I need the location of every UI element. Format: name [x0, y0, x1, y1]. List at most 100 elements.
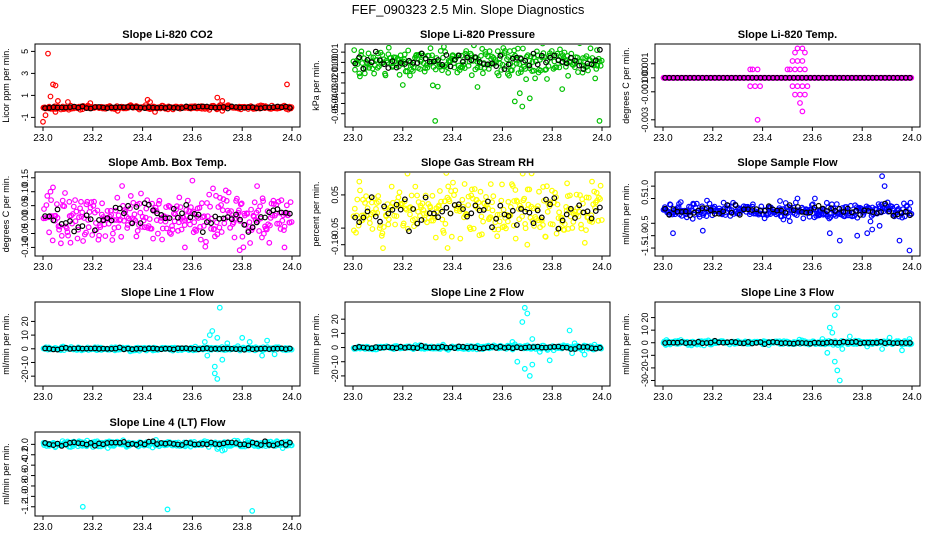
data-point: [412, 183, 419, 190]
data-point: [177, 204, 184, 211]
x-tick-label: 23.2: [703, 262, 723, 273]
data-point: [108, 212, 115, 218]
data-point-reference: [414, 60, 421, 66]
data-point-outlier: [529, 336, 536, 342]
y-tick-label: -0.10: [20, 237, 30, 258]
y-tick-label: -1.0: [640, 228, 650, 244]
data-point: [442, 49, 449, 55]
data-point: [395, 194, 402, 201]
data-point: [421, 68, 428, 75]
data-point-reference: [472, 54, 479, 61]
data-point: [59, 197, 66, 204]
data-point: [478, 213, 485, 220]
y-tick-label: 0.05: [20, 197, 30, 215]
data-point: [490, 193, 497, 200]
data-point: [154, 230, 161, 237]
data-point: [263, 226, 270, 233]
y-tick-label: -1.2: [20, 499, 30, 515]
data-point-reference: [91, 227, 98, 234]
data-point: [206, 191, 213, 198]
data-point: [451, 192, 457, 199]
data-point: [579, 69, 586, 76]
data-point: [246, 219, 253, 226]
data-point-reference: [237, 216, 244, 223]
data-point: [477, 188, 484, 195]
data-point: [99, 200, 105, 207]
data-point-outlier: [526, 95, 533, 102]
y-tick-label: -0.05: [20, 223, 30, 244]
data-point-outlier: [752, 83, 758, 90]
data-point-reference: [555, 225, 562, 232]
x-tick-label: 23.4: [443, 133, 463, 144]
data-point: [187, 204, 194, 211]
data-point: [421, 210, 427, 217]
data-point-reference: [179, 442, 185, 448]
data-point: [132, 217, 139, 224]
data-point: [48, 197, 54, 204]
data-point-reference: [464, 213, 471, 220]
data-point: [400, 220, 407, 227]
data-point: [583, 53, 590, 59]
data-point: [62, 190, 68, 196]
data-point-reference: [414, 220, 421, 227]
data-point: [446, 198, 453, 205]
data-point: [361, 70, 368, 77]
data-point-reference: [761, 207, 768, 214]
y-tick-label: -0.10: [330, 234, 340, 255]
y-tick-label: 0.10: [20, 183, 30, 201]
data-point-outlier: [797, 66, 803, 73]
data-point-reference: [249, 224, 256, 231]
data-point-reference: [815, 202, 822, 209]
data-point-reference: [183, 201, 190, 208]
data-point-reference: [563, 211, 570, 218]
data-point-reference: [786, 202, 793, 209]
data-point-reference: [137, 220, 144, 227]
data-point: [351, 47, 358, 53]
data-point: [270, 201, 277, 207]
data-point: [469, 186, 475, 193]
y-tick-label: -20: [330, 369, 340, 382]
data-point-reference: [87, 440, 94, 446]
data-point: [536, 188, 542, 195]
data-point: [478, 52, 484, 59]
data-point-reference: [402, 61, 408, 67]
data-point-reference: [568, 205, 574, 212]
x-tick-label: 23.8: [232, 133, 252, 144]
panel-4: Slope Amb. Box Temp. 23.0 23.2 23.4 23.6 23.8…: [1, 157, 302, 273]
data-point: [223, 197, 230, 204]
data-point: [390, 162, 395, 167]
data-point: [396, 189, 403, 196]
data-point: [134, 227, 141, 234]
data-point: [407, 72, 413, 79]
data-point: [225, 189, 232, 196]
data-point: [554, 201, 561, 208]
data-point: [540, 221, 546, 228]
data-point: [248, 206, 255, 213]
y-tick-label: 0: [20, 346, 30, 351]
data-point: [417, 66, 423, 72]
y-tick-label: -0.2: [20, 447, 30, 463]
data-point: [440, 230, 447, 236]
data-point: [494, 48, 501, 55]
data-point-outlier: [596, 117, 603, 124]
data-point: [380, 245, 386, 252]
x-tick-label: 24.0: [592, 133, 612, 144]
data-point: [544, 183, 550, 190]
data-point: [70, 203, 77, 210]
x-tick-label: 23.8: [852, 262, 872, 273]
x-tick-label: 23.6: [493, 133, 513, 144]
data-point-outlier: [189, 177, 196, 184]
data-point: [429, 52, 436, 59]
data-point: [251, 199, 258, 206]
data-point: [439, 67, 445, 74]
data-point-reference: [526, 62, 533, 69]
plot-frame: [34, 431, 301, 517]
plot-frame: [344, 171, 611, 257]
data-point-reference: [258, 442, 264, 448]
data-point: [498, 66, 505, 73]
data-point: [501, 50, 508, 56]
y-tick-label: -0.003: [640, 107, 650, 133]
data-point-outlier: [221, 446, 228, 453]
data-point: [124, 225, 131, 231]
data-point-outlier: [214, 334, 221, 341]
